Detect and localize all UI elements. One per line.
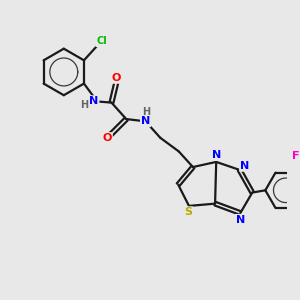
Text: O: O [112, 73, 121, 83]
Text: H: H [142, 107, 150, 117]
Text: H: H [80, 100, 88, 110]
Text: N: N [141, 116, 150, 126]
Text: Cl: Cl [96, 36, 107, 46]
Text: N: N [212, 150, 221, 160]
Text: N: N [236, 215, 245, 225]
Text: F: F [292, 151, 300, 160]
Text: N: N [89, 96, 98, 106]
Text: N: N [240, 161, 249, 171]
Text: O: O [103, 133, 112, 143]
Text: S: S [184, 207, 192, 217]
